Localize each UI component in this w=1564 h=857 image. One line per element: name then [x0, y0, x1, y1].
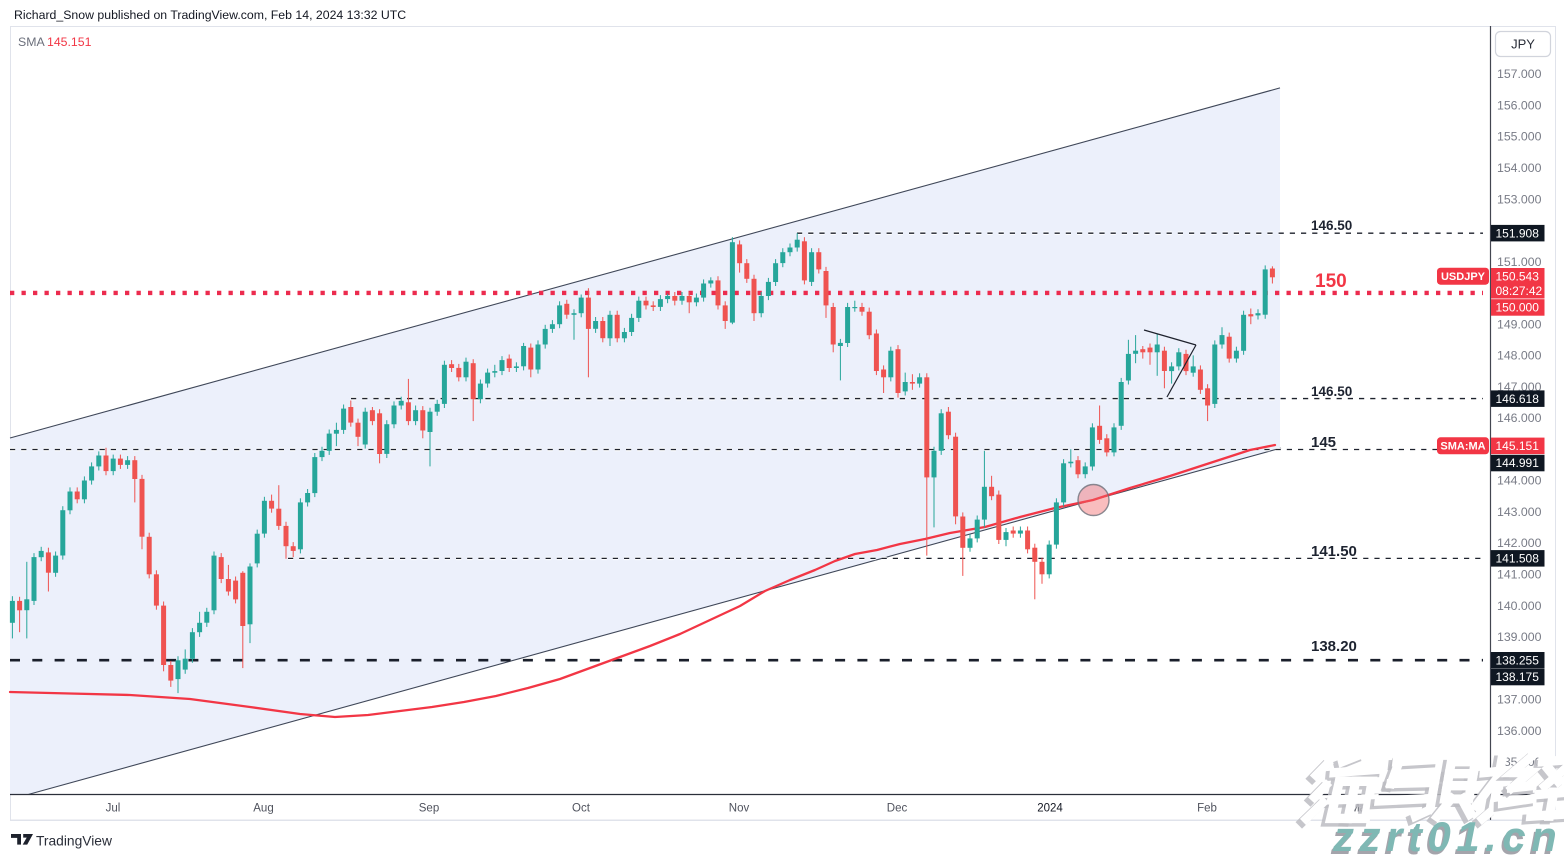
svg-text:140.000: 140.000	[1497, 599, 1542, 613]
svg-text:142.000: 142.000	[1497, 536, 1542, 550]
svg-text:Oct: Oct	[572, 803, 591, 815]
svg-text:153.000: 153.000	[1497, 192, 1542, 206]
svg-text:Richard_Snow published on Trad: Richard_Snow published on TradingView.co…	[14, 8, 406, 22]
svg-text:Aug: Aug	[253, 803, 273, 815]
svg-text:144.991: 144.991	[1496, 456, 1540, 470]
svg-text:zzrt01.cn: zzrt01.cn	[1332, 813, 1562, 857]
svg-text:146.50: 146.50	[1311, 218, 1352, 233]
svg-text:149.000: 149.000	[1497, 317, 1542, 331]
svg-text:Sep: Sep	[419, 803, 439, 815]
svg-text:08:27:42: 08:27:42	[1496, 284, 1543, 298]
svg-text:138.20: 138.20	[1311, 638, 1357, 655]
svg-text:Jul: Jul	[106, 803, 121, 815]
svg-text:150.543: 150.543	[1496, 270, 1540, 284]
svg-text:154.000: 154.000	[1497, 161, 1542, 175]
svg-text:144.000: 144.000	[1497, 474, 1542, 488]
svg-text:Dec: Dec	[887, 803, 908, 815]
svg-text:141.50: 141.50	[1311, 543, 1357, 560]
svg-text:2024: 2024	[1037, 803, 1063, 815]
svg-text:SMA:MA: SMA:MA	[1440, 441, 1485, 453]
svg-text:SMA: SMA	[18, 35, 45, 49]
svg-text:150: 150	[1315, 271, 1347, 292]
svg-text:145.151: 145.151	[47, 35, 92, 49]
svg-text:136.000: 136.000	[1497, 724, 1542, 738]
svg-text:150.000: 150.000	[1496, 301, 1540, 315]
svg-text:155.000: 155.000	[1497, 130, 1542, 144]
svg-text:141.000: 141.000	[1497, 568, 1542, 582]
svg-text:JPY: JPY	[1511, 37, 1535, 52]
svg-text:137.000: 137.000	[1497, 693, 1542, 707]
svg-text:146.000: 146.000	[1497, 411, 1542, 425]
svg-text:156.000: 156.000	[1497, 99, 1542, 113]
svg-text:Feb: Feb	[1197, 803, 1217, 815]
svg-text:146.50: 146.50	[1311, 384, 1352, 399]
svg-text:139.000: 139.000	[1497, 630, 1542, 644]
svg-text:146.618: 146.618	[1496, 392, 1540, 406]
svg-text:TradingView: TradingView	[36, 834, 112, 849]
svg-text:138.175: 138.175	[1496, 670, 1540, 684]
svg-text:Nov: Nov	[729, 803, 750, 815]
svg-text:148.000: 148.000	[1497, 349, 1542, 363]
svg-text:143.000: 143.000	[1497, 505, 1542, 519]
svg-text:141.508: 141.508	[1496, 552, 1540, 566]
svg-text:138.255: 138.255	[1496, 653, 1540, 667]
svg-text:157.000: 157.000	[1497, 67, 1542, 81]
svg-text:zzrt01.cn: zzrt01.cn	[1330, 816, 1560, 857]
svg-text:145: 145	[1311, 434, 1336, 451]
svg-text:USDJPY: USDJPY	[1441, 271, 1486, 283]
svg-text:151.000: 151.000	[1497, 255, 1542, 269]
svg-text:151.908: 151.908	[1496, 226, 1540, 240]
svg-text:145.151: 145.151	[1496, 439, 1540, 453]
